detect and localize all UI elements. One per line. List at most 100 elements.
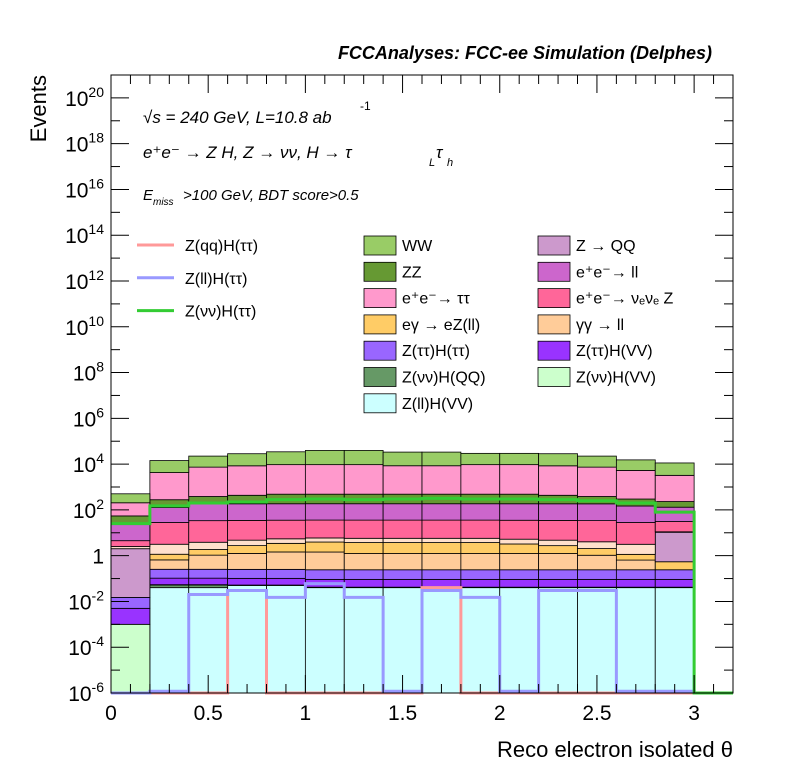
legend-swatch	[537, 261, 571, 282]
bar	[538, 539, 578, 547]
bar	[149, 472, 190, 501]
y-tick-label: 10-2	[68, 587, 104, 614]
bar	[460, 569, 501, 580]
bar	[227, 503, 267, 521]
bar	[421, 503, 462, 521]
bar	[188, 455, 229, 468]
bar	[577, 578, 617, 588]
bar	[188, 503, 229, 522]
bar	[615, 522, 656, 545]
bar	[460, 578, 501, 588]
bar	[188, 554, 229, 570]
y-tick-label: 1018	[65, 130, 104, 157]
bar	[654, 501, 695, 508]
legend-label: Z(qq)H(ττ)	[185, 238, 258, 255]
legend-swatch	[363, 393, 397, 414]
legend-label: eγ → eZ(ll)	[402, 317, 480, 334]
legend-swatch	[363, 367, 397, 387]
bar	[343, 569, 384, 580]
bar	[615, 569, 656, 580]
bar	[382, 553, 423, 571]
legend-label: Z(ττ)H(ττ)	[402, 343, 470, 360]
legend-label: Z(ττ)H(VV)	[576, 343, 653, 360]
bar	[460, 464, 501, 495]
bar	[227, 577, 267, 586]
bar	[460, 452, 501, 466]
svg-text:-1: -1	[360, 99, 371, 113]
bar	[110, 540, 151, 547]
bar	[266, 542, 306, 553]
bar	[654, 578, 695, 588]
chart-title: FCCAnalyses: FCC-ee Simulation (Delphes)	[338, 43, 712, 63]
bar	[188, 466, 229, 497]
bar	[343, 519, 384, 539]
x-tick-label: 3	[688, 702, 700, 725]
legend-swatch	[537, 367, 571, 387]
y-axis-label: Events	[26, 75, 51, 142]
bar	[188, 577, 229, 586]
bar	[227, 539, 267, 547]
svg-text:√s = 240 GeV, L=10.8 ab: √s = 240 GeV, L=10.8 ab	[143, 108, 332, 127]
bar	[110, 493, 151, 504]
y-tick-label: 10-4	[68, 633, 104, 660]
svg-text:h: h	[447, 157, 453, 169]
legend-swatch	[363, 314, 397, 335]
bar	[499, 452, 540, 466]
legend-swatch	[537, 340, 571, 361]
annotation-process: e⁺e⁻ → Z H, Z → νν, H → τ L τ h	[143, 143, 453, 169]
bar	[149, 507, 190, 523]
bar	[343, 537, 384, 543]
bar	[654, 521, 695, 533]
legend-swatch	[537, 235, 571, 256]
bar	[382, 519, 423, 539]
bar	[343, 578, 384, 588]
bar	[615, 543, 656, 555]
bar	[266, 585, 306, 694]
bar	[577, 503, 617, 522]
bar	[110, 523, 151, 542]
series-line	[111, 496, 733, 695]
bar	[227, 545, 267, 554]
svg-text:L: L	[429, 157, 435, 169]
bar	[654, 587, 695, 694]
bar	[460, 553, 501, 571]
bar	[499, 569, 540, 580]
bar	[266, 568, 306, 579]
bar	[266, 451, 306, 466]
legend-swatch	[537, 314, 571, 335]
bar	[538, 569, 578, 580]
bar	[615, 578, 656, 588]
x-tick-label: 1	[300, 702, 312, 725]
bar	[654, 462, 695, 476]
legend-swatch	[363, 288, 397, 309]
bar	[577, 554, 617, 571]
y-tick-label: 102	[73, 496, 104, 523]
bar	[460, 587, 501, 694]
svg-text:e⁺e⁻ → Z H, Z → νν, H → τ: e⁺e⁻ → Z H, Z → νν, H → τ	[143, 143, 353, 162]
bar	[227, 553, 267, 570]
legend-label: Z(νν)H(QQ)	[402, 370, 486, 387]
bar	[538, 519, 578, 541]
legend-label: e⁺e⁻→ ττ	[402, 291, 470, 308]
bar	[421, 578, 462, 588]
bar	[421, 569, 462, 580]
svg-text:>100 GeV, BDT score>0.5: >100 GeV, BDT score>0.5	[183, 187, 359, 204]
bar	[654, 506, 695, 522]
bar	[304, 464, 345, 495]
bar	[149, 543, 190, 555]
bar	[149, 553, 190, 561]
y-tick-label: 104	[73, 450, 104, 477]
bar	[577, 569, 617, 580]
bar	[654, 531, 695, 563]
bar	[538, 553, 578, 571]
y-axis: 10-6 10-4 10-2 1 102 104 106 108 1010 1012 1014 101…	[65, 74, 733, 706]
legend-label: Z(νν)H(VV)	[576, 370, 656, 387]
legend-label: e⁺e⁻→ ll	[576, 264, 638, 281]
bar	[149, 587, 190, 694]
legend-label: WW	[402, 238, 433, 255]
legend-label: ZZ	[402, 264, 422, 281]
legend-label: e⁺e⁻→ νₑνₑ Z	[576, 291, 673, 308]
bar	[615, 470, 656, 500]
bar	[343, 503, 384, 521]
x-tick-label: 2	[494, 702, 506, 725]
